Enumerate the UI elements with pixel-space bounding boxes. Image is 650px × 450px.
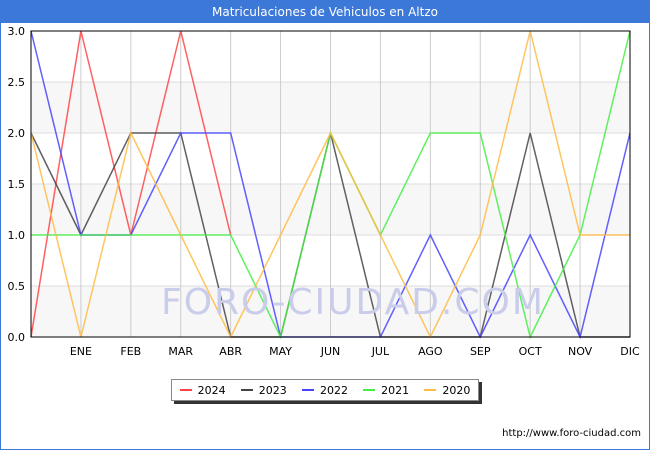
x-tick-label: AGO <box>418 345 443 358</box>
y-tick-label: 0.0 <box>8 331 26 344</box>
y-tick-label: 3.0 <box>8 25 26 38</box>
x-tick-label: MAR <box>168 345 193 358</box>
y-tick-label: 2.5 <box>8 76 26 89</box>
legend-item-2023: 2023 <box>240 383 287 397</box>
footer-url: http://www.foro-ciudad.com <box>502 428 641 439</box>
x-tick-label: FEB <box>120 345 141 358</box>
y-tick-label: 1.0 <box>8 229 26 242</box>
legend-item-2022: 2022 <box>301 383 348 397</box>
x-tick-label: JUN <box>320 345 341 358</box>
plot-border <box>30 30 631 338</box>
legend-swatch <box>301 389 314 391</box>
legend-label: 2022 <box>319 383 348 397</box>
x-tick-label: JUL <box>371 345 390 358</box>
x-tick-label: ENE <box>70 345 92 358</box>
y-tick-label: 0.5 <box>8 280 26 293</box>
x-tick-label: MAY <box>269 345 292 358</box>
x-tick-label: DIC <box>620 345 640 358</box>
legend-swatch <box>424 389 437 391</box>
legend-swatch <box>179 389 192 391</box>
legend-item-2020: 2020 <box>424 384 470 397</box>
legend-label: 2024 <box>197 383 226 397</box>
x-tick-label: OCT <box>519 345 542 358</box>
chart-title: Matriculaciones de Vehiculos en Altzo <box>1 1 649 23</box>
y-tick-label: 2.0 <box>8 127 26 140</box>
legend-label: 2021 <box>381 383 410 397</box>
legend-swatch <box>240 389 253 391</box>
x-tick-label: NOV <box>568 345 593 358</box>
x-tick-label: SEP <box>470 345 491 358</box>
legend: 2024 2023 2022 2021 2020 <box>171 379 479 401</box>
legend-label: 2020 <box>442 383 471 397</box>
legend-label: 2023 <box>258 383 287 397</box>
legend-item-2024: 2024 <box>179 383 226 397</box>
x-tick-label: ABR <box>219 345 242 358</box>
legend-swatch <box>363 389 376 391</box>
y-tick-label: 1.5 <box>8 178 26 191</box>
legend-item-2021: 2021 <box>363 384 409 397</box>
